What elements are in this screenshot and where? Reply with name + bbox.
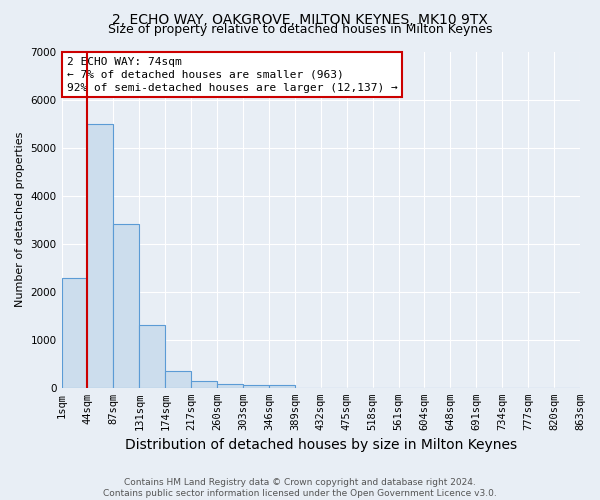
Bar (113, 224, 139, 388)
Bar (269, 386, 295, 388)
Text: 2, ECHO WAY, OAKGROVE, MILTON KEYNES, MK10 9TX: 2, ECHO WAY, OAKGROVE, MILTON KEYNES, MK… (112, 12, 488, 26)
X-axis label: Distribution of detached houses by size in Milton Keynes: Distribution of detached houses by size … (125, 438, 517, 452)
Bar (191, 380, 217, 388)
Bar (165, 371, 191, 388)
Bar (88, 124, 113, 388)
Text: Size of property relative to detached houses in Milton Keynes: Size of property relative to detached ho… (108, 22, 492, 36)
Bar (139, 326, 165, 388)
Text: Contains HM Land Registry data © Crown copyright and database right 2024.
Contai: Contains HM Land Registry data © Crown c… (103, 478, 497, 498)
Bar (62, 278, 88, 388)
Bar (217, 384, 243, 388)
Bar (243, 386, 269, 388)
Y-axis label: Number of detached properties: Number of detached properties (15, 132, 25, 308)
Text: 2 ECHO WAY: 74sqm
← 7% of detached houses are smaller (963)
92% of semi-detached: 2 ECHO WAY: 74sqm ← 7% of detached house… (67, 56, 397, 93)
